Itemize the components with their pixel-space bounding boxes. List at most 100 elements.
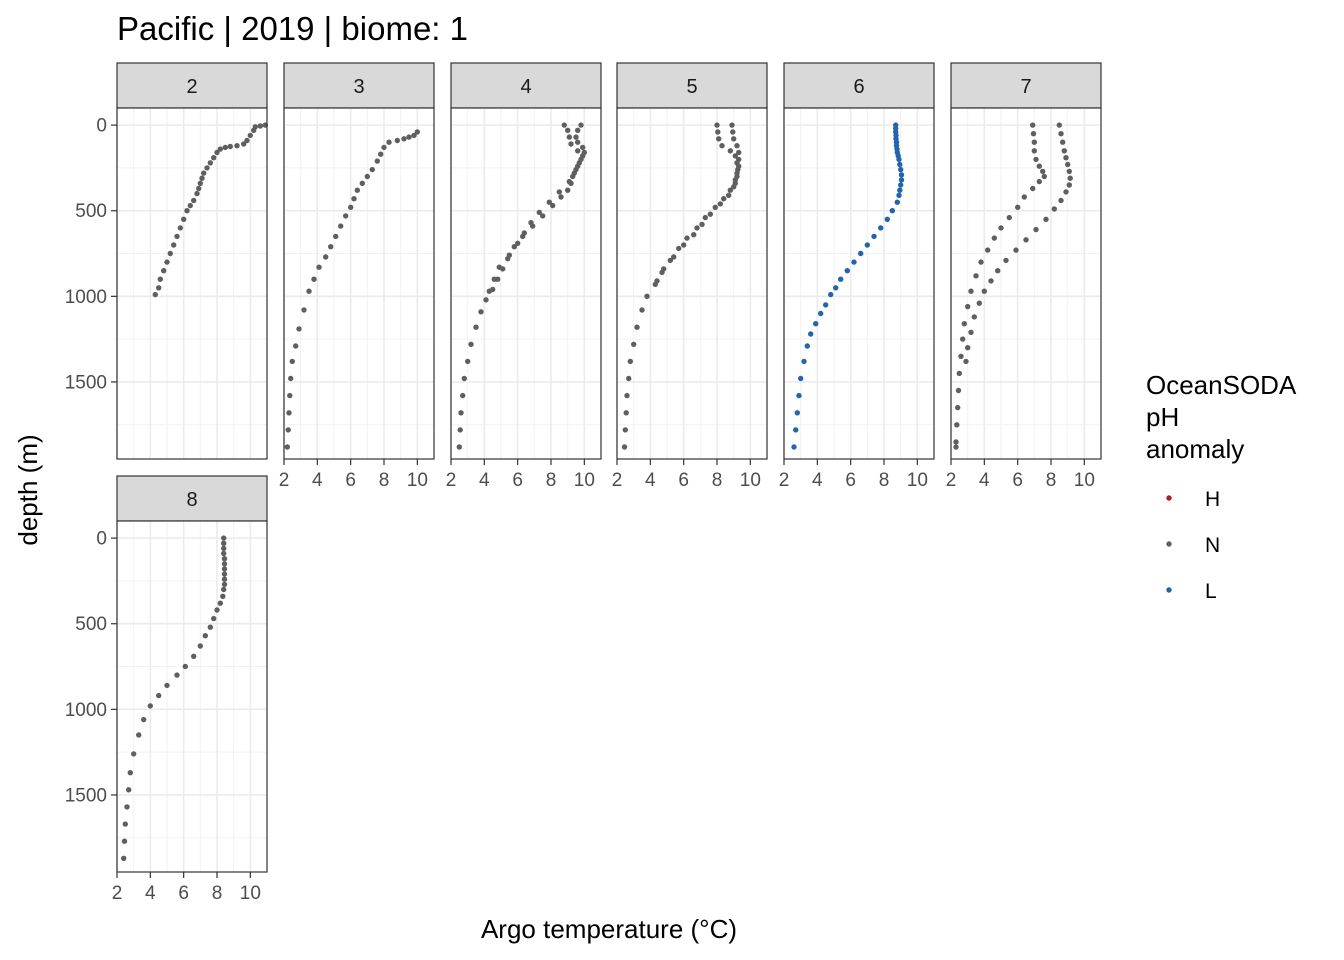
data-point: [575, 127, 581, 133]
panel-background: [284, 108, 434, 459]
x-tick-label: 2: [779, 470, 790, 491]
data-point: [174, 672, 180, 678]
legend-label-N: N: [1205, 534, 1220, 557]
data-point: [141, 716, 147, 723]
data-point: [122, 821, 128, 827]
data-point: [1003, 257, 1009, 264]
data-points: [953, 122, 1073, 450]
data-point: [968, 288, 974, 294]
data-point: [667, 257, 673, 264]
data-point: [838, 276, 844, 282]
data-point: [201, 170, 207, 176]
data-point: [898, 172, 905, 178]
data-point: [965, 345, 971, 351]
data-point: [1033, 226, 1039, 233]
data-point: [131, 751, 137, 757]
data-point: [1030, 122, 1036, 128]
facet-strip: [283, 62, 435, 109]
chart-title: Pacific | 2019 | biome: 1: [117, 10, 468, 47]
data-points: [621, 122, 742, 450]
x-tick-label: 4: [479, 470, 490, 491]
data-point: [1061, 148, 1068, 154]
data-point: [1067, 175, 1073, 181]
y-tick-label: 0: [96, 529, 107, 550]
data-point: [955, 387, 962, 394]
facet-strip-label: 2: [186, 76, 197, 98]
data-point: [566, 134, 572, 140]
legend-key-H: [1166, 495, 1172, 501]
data-point: [1021, 194, 1027, 200]
data-point: [575, 148, 581, 154]
facet-strip-label: 4: [520, 76, 531, 98]
data-point: [164, 682, 170, 689]
x-tick-label: 6: [1012, 470, 1023, 491]
data-point: [813, 321, 819, 327]
data-point: [580, 144, 586, 151]
data-point: [221, 545, 227, 552]
data-point: [343, 213, 349, 219]
data-point: [661, 266, 667, 272]
data-point: [536, 209, 542, 216]
data-point: [681, 242, 687, 248]
data-point: [731, 184, 737, 190]
data-point: [561, 122, 567, 128]
data-point: [338, 223, 344, 229]
data-point: [575, 139, 581, 145]
x-tick-label: 6: [678, 470, 689, 491]
data-point: [1036, 178, 1043, 185]
data-point: [960, 336, 966, 342]
data-point: [998, 225, 1004, 231]
data-point: [491, 276, 497, 282]
facet-strip-label: 8: [186, 489, 197, 511]
x-tick-label: 8: [712, 470, 723, 491]
data-point: [126, 787, 132, 793]
panel-border: [616, 107, 768, 460]
data-point: [187, 202, 193, 209]
data-point: [973, 273, 979, 279]
data-point: [575, 163, 581, 169]
data-point: [241, 141, 247, 147]
data-point: [732, 177, 738, 183]
data-point: [286, 410, 292, 416]
y-tick-label: 1000: [65, 287, 107, 308]
x-tick-label: 8: [379, 470, 390, 491]
data-point: [359, 180, 365, 186]
data-point: [796, 392, 802, 399]
x-tick-label: 8: [879, 470, 890, 491]
x-tick-label: 2: [946, 470, 957, 491]
data-point: [736, 163, 742, 169]
x-axis-title: Argo temperature (°C): [481, 914, 737, 944]
data-point: [707, 211, 713, 217]
data-point: [897, 187, 903, 193]
data-points: [791, 122, 905, 450]
x-tick-label: 6: [512, 470, 523, 491]
data-point: [217, 146, 223, 152]
data-point: [328, 244, 334, 250]
data-point: [858, 250, 864, 257]
legend-title-line: pH: [1146, 402, 1179, 432]
data-point: [234, 143, 240, 149]
data-point: [731, 136, 737, 142]
data-point: [896, 156, 902, 163]
data-point: [478, 309, 484, 315]
data-point: [284, 444, 290, 450]
data-point: [1033, 156, 1039, 163]
x-tick-label: 10: [740, 470, 761, 491]
data-point: [157, 276, 163, 282]
data-point: [496, 264, 502, 270]
panel-background: [784, 108, 934, 459]
panel-border: [116, 520, 268, 873]
data-point: [995, 268, 1001, 274]
data-point: [896, 192, 902, 198]
legend-label-H: H: [1205, 488, 1220, 511]
panel-background: [117, 108, 267, 459]
data-point: [715, 129, 721, 135]
y-tick-label: 1500: [65, 785, 107, 806]
data-point: [971, 314, 977, 320]
data-point: [808, 331, 814, 337]
facet-strip: [616, 62, 768, 109]
data-point: [181, 216, 187, 222]
data-point: [558, 194, 564, 200]
data-point: [136, 732, 142, 738]
data-point: [654, 278, 660, 284]
